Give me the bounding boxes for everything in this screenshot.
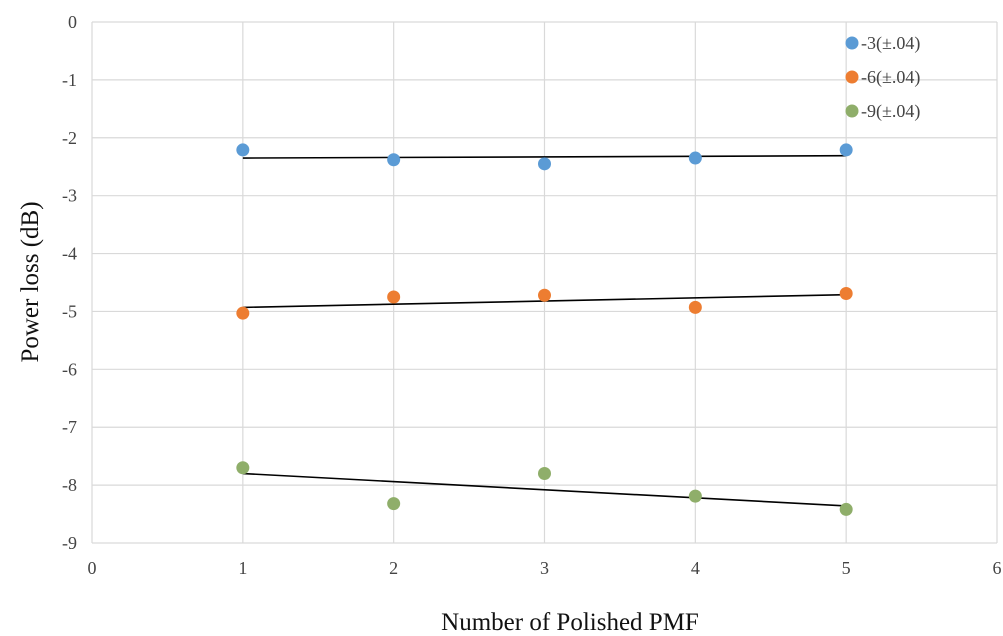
y-tick-label: -6 (62, 359, 77, 379)
legend-marker-2 (845, 70, 859, 84)
legend-marker-1 (845, 36, 859, 50)
data-points (236, 143, 853, 516)
y-tick-label: -9 (62, 533, 77, 553)
x-tick-label: 4 (691, 558, 700, 578)
y-tick-label: -8 (62, 475, 77, 495)
legend-label-2: -6(±.04) (861, 67, 920, 88)
data-point-series-3 (839, 502, 853, 516)
data-point-series-3 (688, 489, 702, 503)
x-tick-label: 1 (238, 558, 247, 578)
data-point-series-3 (236, 461, 250, 475)
y-tick-label: -3 (62, 186, 77, 206)
data-point-series-1 (387, 153, 401, 167)
data-point-series-1 (236, 143, 250, 157)
legend: -3(±.04) -6(±.04) -9(±.04) (845, 33, 920, 122)
data-point-series-1 (538, 157, 551, 171)
y-tick-label: -5 (62, 301, 77, 321)
legend-label-1: -3(±.04) (861, 33, 920, 54)
y-tick-label: -4 (62, 244, 77, 264)
data-point-series-1 (839, 143, 853, 157)
x-tick-label: 3 (540, 558, 549, 578)
data-point-series-3 (387, 497, 401, 511)
trendline-series-1 (242, 154, 847, 159)
y-axis-ticks: 0 -1 -2 -3 -4 -5 -6 -7 -8 -9 (62, 12, 77, 553)
data-point-series-2 (236, 306, 250, 320)
x-tick-label: 5 (842, 558, 851, 578)
data-point-series-2 (387, 290, 401, 304)
y-axis-title: Power loss (dB) (17, 201, 44, 362)
y-tick-label: 0 (68, 12, 77, 32)
x-axis-ticks: 0 1 2 3 4 5 6 (88, 558, 1002, 578)
legend-marker-3 (845, 104, 859, 118)
x-tick-label: 0 (88, 558, 97, 578)
data-point-series-2 (538, 288, 551, 302)
x-tick-label: 2 (389, 558, 398, 578)
y-tick-label: -7 (62, 417, 77, 437)
trendline-series-3 (242, 472, 847, 507)
data-point-series-3 (538, 467, 551, 481)
y-tick-label: -2 (62, 128, 77, 148)
data-point-series-2 (839, 286, 853, 300)
data-point-series-2 (688, 300, 702, 314)
data-point-series-1 (688, 151, 702, 165)
x-axis-title: Number of Polished PMF (441, 609, 699, 636)
legend-label-3: -9(±.04) (861, 101, 920, 122)
y-tick-label: -1 (62, 70, 77, 90)
x-tick-label: 6 (993, 558, 1002, 578)
